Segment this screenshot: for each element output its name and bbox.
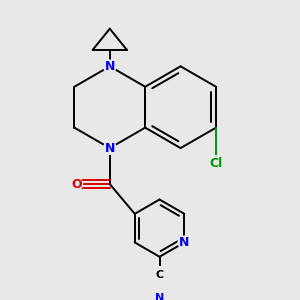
Text: N: N [105,60,115,73]
Text: Cl: Cl [209,157,223,170]
Circle shape [208,156,224,171]
Circle shape [178,236,190,249]
Text: N: N [155,292,164,300]
Text: N: N [105,142,115,154]
Text: N: N [179,236,190,249]
Circle shape [70,178,83,190]
Circle shape [103,60,116,73]
Circle shape [153,291,166,300]
Text: C: C [155,270,164,280]
Circle shape [103,142,116,154]
Circle shape [153,269,166,281]
Text: O: O [71,178,82,190]
